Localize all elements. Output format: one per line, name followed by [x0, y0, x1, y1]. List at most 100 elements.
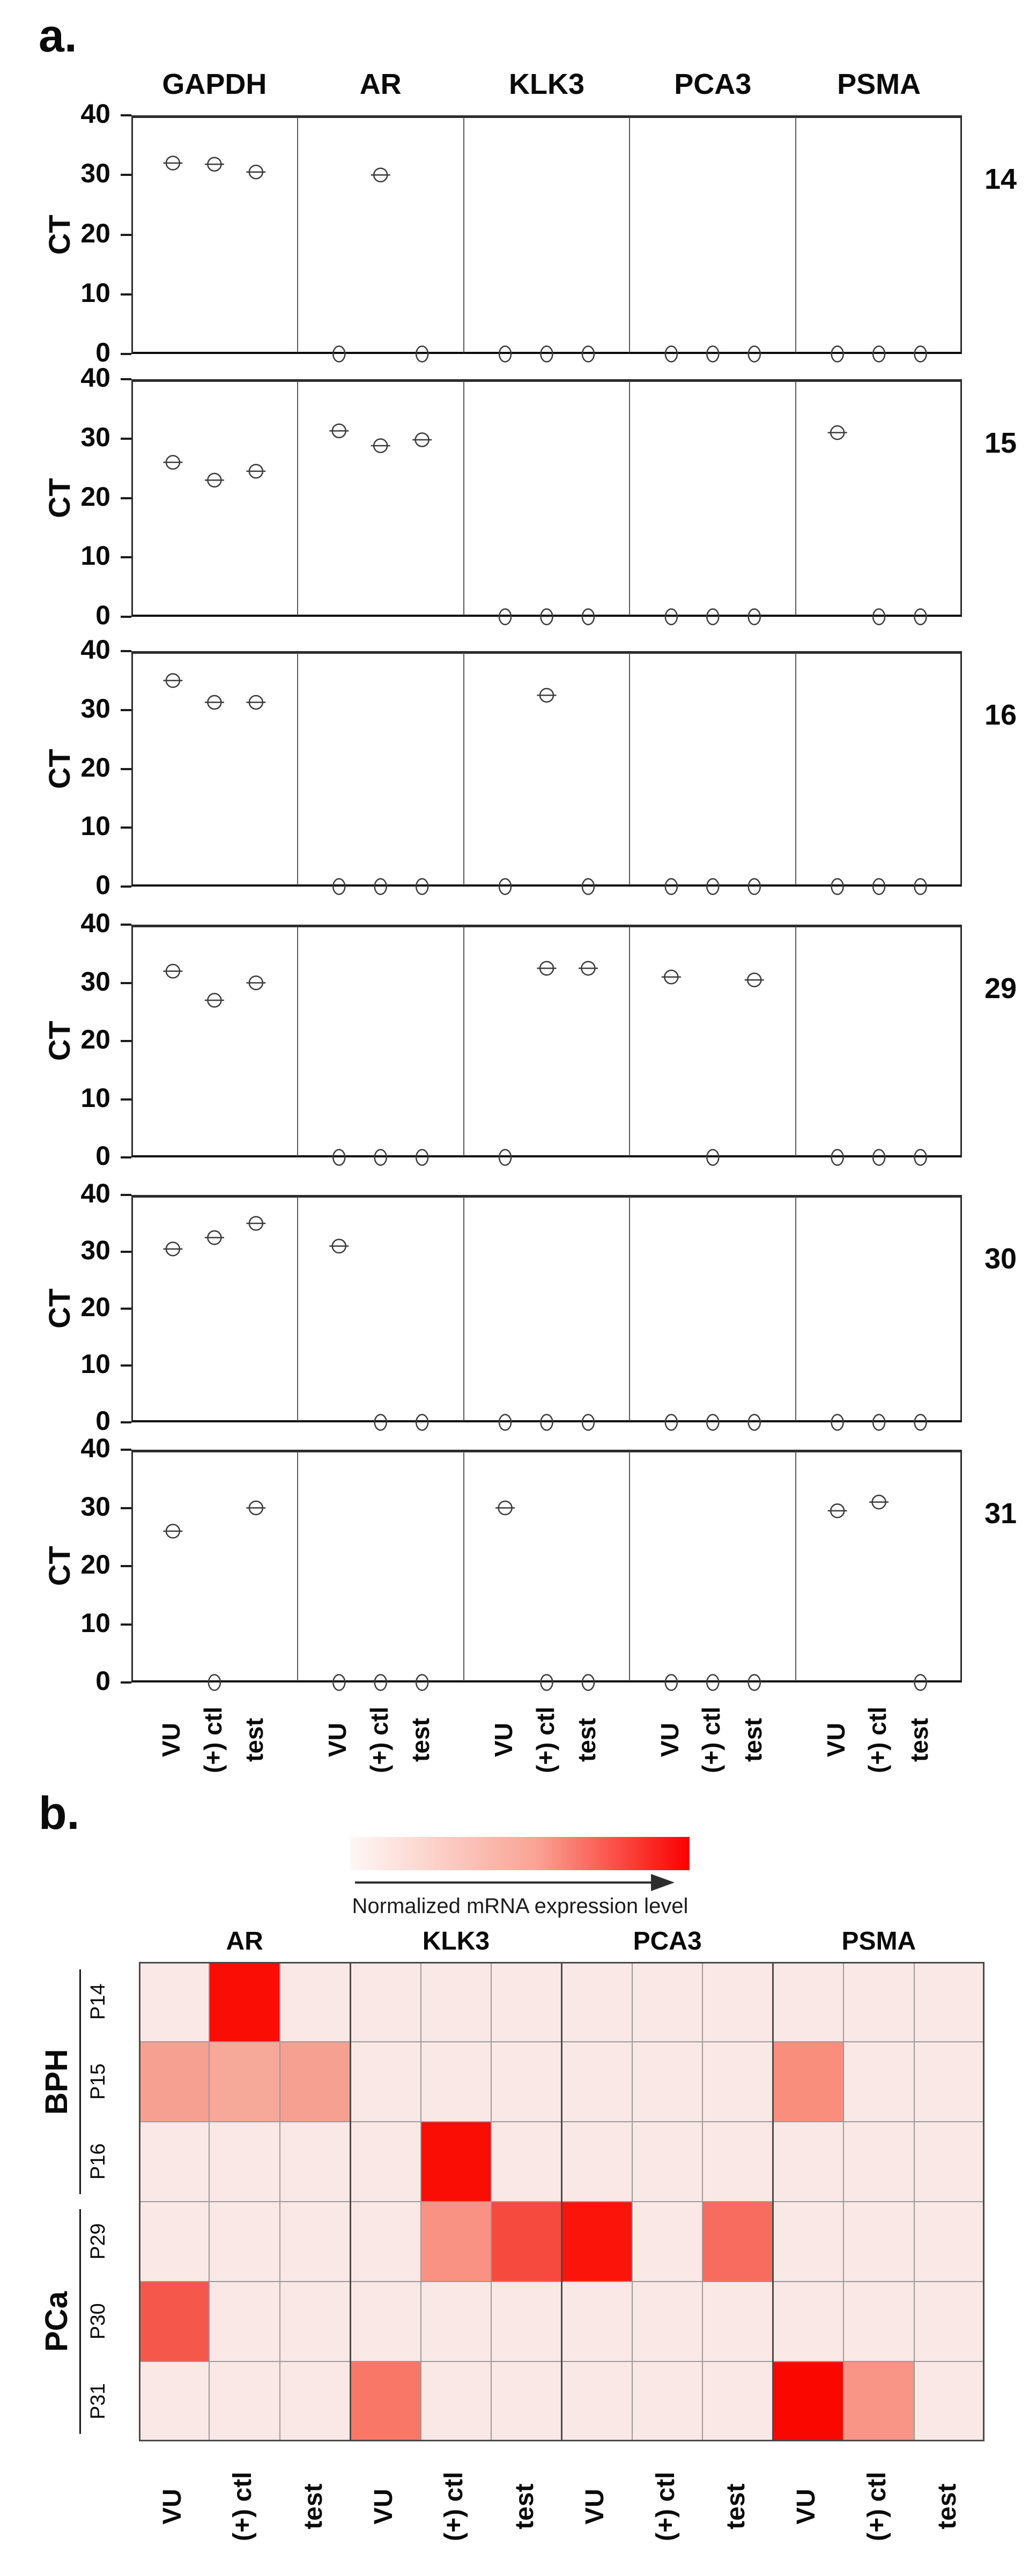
zero-point [747, 608, 761, 625]
gene-title-psma: PSMA [837, 68, 921, 100]
heatmap-col-label-ar-2: test [299, 2483, 328, 2530]
ct-points-layer [163, 961, 927, 1166]
heatmap-cell-p15-7 [632, 2042, 703, 2122]
sample-label-29: 29 [984, 972, 1017, 1005]
heatmap-cell-p30-2 [279, 2282, 351, 2361]
colorbar-arrow-line [355, 1881, 653, 1884]
y-tick-label-10: 10 [80, 1082, 110, 1113]
colorbar-caption: Normalized mRNA expression level [352, 1894, 689, 1918]
y-tick-mark [121, 1308, 131, 1310]
heatmap-col-label-klk3-0: VU [369, 2489, 398, 2525]
y-tick-mark [121, 924, 131, 926]
heatmap-cell-p30-7 [632, 2282, 703, 2361]
heatmap [139, 1962, 984, 2441]
sample-label-16: 16 [984, 699, 1017, 731]
zero-point [415, 1149, 429, 1166]
y-tick-mark [121, 767, 131, 770]
x-label-ar-0: VU [323, 1723, 352, 1758]
gene-title-klk3: KLK3 [508, 68, 584, 100]
gene-panel-divider [463, 927, 464, 1156]
heatmap-cell-p16-9 [773, 2122, 844, 2202]
heatmap-cell-p30-1 [209, 2282, 280, 2361]
gene-panel-divider [463, 1197, 464, 1421]
zero-point [208, 1674, 221, 1691]
heatmap-cell-p15-4 [420, 2042, 492, 2122]
zero-point [872, 878, 886, 895]
heatmap-cell-p15-8 [702, 2042, 773, 2122]
heatmap-row-label-p16: P16 [87, 2143, 109, 2180]
zero-point [872, 608, 886, 625]
zero-point [914, 608, 927, 625]
y-tick-label-0: 0 [95, 600, 110, 630]
heatmap-col-label-klk3-2: test [510, 2483, 539, 2530]
ct-points-layer [163, 423, 927, 625]
zero-point [872, 1149, 886, 1166]
panel-b-label: b. [39, 1788, 80, 1839]
y-tick-label-40: 40 [80, 1433, 110, 1463]
zero-point [914, 878, 927, 895]
heatmap-cell-p15-0 [139, 2042, 210, 2122]
zero-point [747, 878, 761, 895]
heatmap-gene-title-ar: AR [226, 1927, 263, 1955]
y-tick-mark [121, 353, 131, 355]
heatmap-row-label-p31: P31 [87, 2383, 109, 2420]
gene-panel-divider [297, 927, 298, 1156]
heatmap-cell-p15-11 [914, 2042, 984, 2122]
ct-points-layer [163, 156, 927, 363]
y-tick-label-10: 10 [80, 1349, 110, 1379]
zero-point [415, 345, 429, 363]
zero-point [664, 1414, 678, 1431]
y-tick-label-40: 40 [80, 1178, 110, 1208]
y-tick-mark [121, 826, 131, 829]
y-axis-title-ct: CT [42, 1546, 76, 1586]
heatmap-group-bracket [79, 1969, 81, 2194]
heatmap-col-label-pca3-0: VU [581, 2489, 610, 2525]
y-tick-label-30: 30 [80, 966, 110, 997]
zero-point [332, 345, 346, 363]
y-tick-mark [121, 1364, 131, 1367]
zero-point [332, 878, 346, 895]
zero-point [914, 1674, 927, 1691]
x-label-ar-2: test [406, 1718, 435, 1762]
heatmap-cell-p16-6 [561, 2122, 632, 2202]
ct-points-layer [163, 673, 927, 895]
y-tick-label-30: 30 [80, 1235, 110, 1265]
zero-point [831, 878, 844, 895]
gene-panel-divider [629, 927, 631, 1156]
sample-label-31: 31 [984, 1497, 1017, 1530]
y-tick-label-10: 10 [80, 811, 110, 842]
y-tick-label-30: 30 [80, 158, 110, 189]
zero-point [664, 345, 678, 363]
zero-point [498, 608, 512, 625]
y-tick-label-20: 20 [80, 1024, 110, 1054]
heatmap-cell-p30-11 [914, 2282, 984, 2361]
y-tick-label-20: 20 [80, 1292, 110, 1322]
colorbar-arrow-head-icon [651, 1874, 675, 1891]
sample-label-15: 15 [984, 427, 1017, 459]
sample-label-30: 30 [984, 1243, 1017, 1275]
zero-point [747, 1414, 761, 1431]
heatmap-gene-title-klk3: KLK3 [422, 1927, 490, 1955]
zero-point [374, 1674, 387, 1691]
zero-point [498, 1414, 512, 1431]
gene-panel-divider [629, 117, 631, 352]
x-label-psma-0: VU [821, 1723, 850, 1758]
y-tick-mark [121, 616, 131, 618]
zero-point [540, 608, 553, 625]
heatmap-cell-p31-5 [491, 2361, 562, 2441]
heatmap-col-label-klk3-1: (+) ctl [440, 2471, 469, 2542]
zero-point [706, 878, 720, 895]
gene-panel-divider [795, 653, 797, 885]
y-tick-mark [121, 378, 131, 380]
heatmap-cell-p16-3 [350, 2122, 421, 2202]
zero-point [498, 1149, 512, 1166]
zero-point [747, 1674, 761, 1691]
heatmap-cell-p16-2 [279, 2122, 351, 2202]
gene-panel-divider [795, 927, 797, 1156]
heatmap-cell-p29-0 [139, 2202, 210, 2282]
y-tick-mark [121, 1623, 131, 1626]
heatmap-cell-p14-8 [702, 1962, 773, 2042]
zero-point [374, 878, 387, 895]
zero-point [664, 608, 678, 625]
heatmap-cell-p31-0 [139, 2361, 210, 2441]
